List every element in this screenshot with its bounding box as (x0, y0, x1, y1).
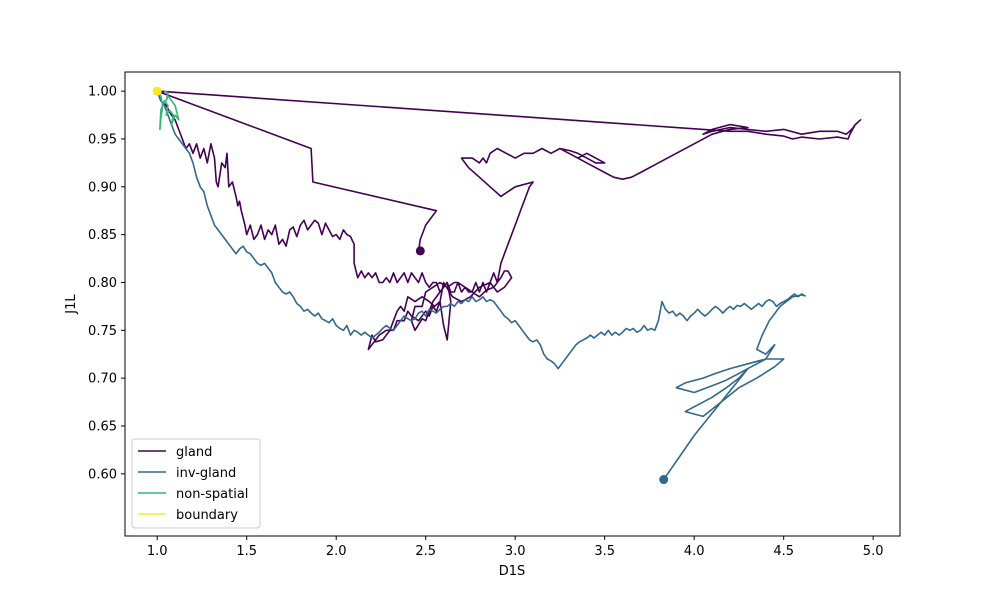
series-line-gland (156, 90, 862, 351)
y-tick-label: 0.70 (88, 372, 117, 387)
legend-frame (131, 438, 261, 529)
series-end-marker-gland (415, 246, 425, 256)
x-tick-label: 4.0 (684, 544, 705, 559)
x-axis-label: D1S (499, 564, 526, 579)
y-tick-label: 0.60 (88, 467, 117, 482)
end-marker-layer (152, 86, 669, 485)
series-layer (156, 90, 862, 481)
y-axis-ticks: 0.60 0.65 0.70 0.75 0.80 0.85 0.90 0.95 1.00 (88, 85, 125, 482)
y-tick-label: 0.90 (88, 180, 117, 195)
x-tick-label: 1.5 (236, 544, 257, 559)
series-end-marker-boundary (152, 86, 162, 96)
x-tick-label: 5.0 (863, 544, 884, 559)
x-tick-label: 3.5 (594, 544, 615, 559)
legend: gland inv-gland non-spatial boundary (131, 438, 261, 529)
legend-label-inv-gland: inv-gland (176, 466, 236, 481)
legend-label-gland: gland (176, 445, 212, 460)
plot-frame (124, 71, 901, 537)
series-line-inv-gland (156, 90, 806, 481)
x-tick-label: 3.0 (505, 544, 526, 559)
y-axis-label: J1L (64, 294, 79, 315)
x-tick-label: 2.0 (326, 544, 347, 559)
series-line-non-spatial (156, 90, 180, 131)
y-tick-label: 1.00 (88, 85, 117, 100)
y-tick-label: 0.85 (88, 228, 117, 243)
x-axis-ticks: 1.0 1.5 2.0 2.5 3.0 3.5 4.0 4.5 5.0 (147, 536, 884, 559)
series-end-marker-inv-gland (659, 475, 669, 485)
x-tick-label: 1.0 (147, 544, 168, 559)
x-tick-label: 2.5 (415, 544, 436, 559)
x-tick-label: 4.5 (773, 544, 794, 559)
y-tick-label: 0.75 (88, 324, 117, 339)
legend-label-boundary: boundary (176, 508, 238, 523)
y-tick-label: 0.80 (88, 276, 117, 291)
legend-label-non-spatial: non-spatial (176, 487, 248, 502)
y-tick-label: 0.95 (88, 132, 117, 147)
y-tick-label: 0.65 (88, 419, 117, 434)
